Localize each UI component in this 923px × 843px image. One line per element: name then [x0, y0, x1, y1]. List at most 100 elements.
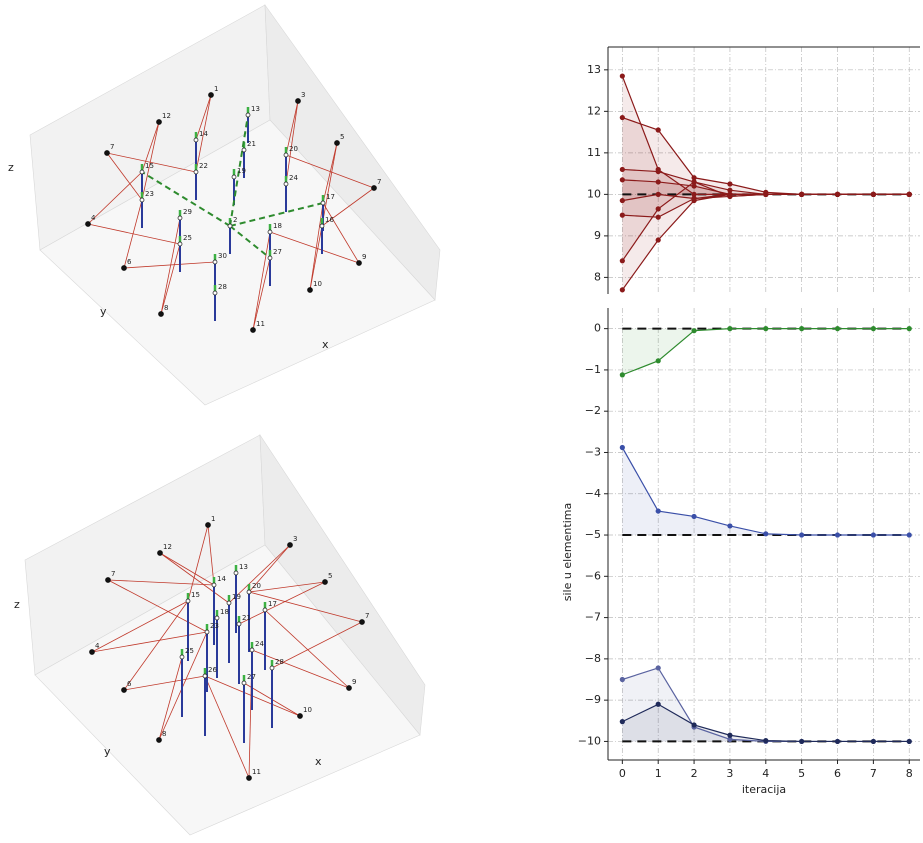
x-axis-label: iteracija	[742, 783, 786, 796]
x-tick-label: 3	[726, 767, 733, 780]
point	[691, 183, 697, 189]
point	[655, 358, 661, 364]
node-label: 4	[95, 642, 100, 650]
node-label: 23	[145, 190, 154, 198]
point	[619, 719, 625, 725]
x-tick-label: 7	[870, 767, 877, 780]
pane-top	[29, 4, 441, 406]
dashed-cable	[229, 114, 249, 227]
point	[763, 737, 769, 744]
point	[691, 513, 697, 520]
point	[870, 326, 876, 332]
cable	[160, 243, 181, 315]
node	[121, 687, 127, 693]
cable	[207, 524, 215, 586]
cable	[321, 187, 375, 227]
x-tick-label: 4	[762, 767, 769, 780]
dashed-cable	[141, 171, 231, 227]
node	[177, 241, 183, 247]
cable	[107, 579, 215, 586]
x-tick-label: 5	[798, 767, 805, 780]
node	[241, 147, 247, 153]
cable	[91, 600, 189, 653]
node-label: 6	[127, 680, 132, 688]
node	[105, 577, 111, 583]
area	[622, 76, 910, 195]
node-label: 5	[340, 133, 344, 141]
node	[334, 140, 340, 146]
cable	[195, 94, 212, 141]
y-tick-label: 13	[587, 63, 601, 76]
node	[246, 775, 252, 781]
x-tick-label: 2	[691, 767, 698, 780]
node	[297, 713, 303, 719]
y-tick-label: −10	[578, 734, 601, 747]
point	[619, 444, 625, 451]
node	[85, 221, 91, 227]
point	[763, 326, 769, 332]
node-label: 15	[191, 591, 200, 599]
node-label: 10	[303, 706, 312, 714]
cable	[251, 649, 350, 689]
node	[319, 223, 325, 229]
pane-bottom	[24, 433, 426, 836]
point	[906, 738, 912, 745]
point	[619, 177, 625, 183]
point	[906, 191, 912, 197]
node	[139, 169, 145, 175]
cable	[141, 121, 160, 173]
node-label: 1	[211, 515, 215, 523]
x-tick-label: 1	[655, 767, 662, 780]
node-label: 18	[220, 608, 229, 616]
point	[906, 326, 912, 332]
cable	[87, 171, 143, 225]
cable	[204, 675, 250, 779]
cable	[159, 552, 215, 586]
x-tick-label: 0	[619, 767, 626, 780]
node	[212, 259, 218, 265]
x-tick-label: 6	[834, 767, 841, 780]
area	[622, 704, 910, 742]
node	[185, 598, 191, 604]
cable	[322, 142, 338, 204]
node-label: 17	[326, 193, 335, 201]
node	[193, 169, 199, 175]
y-tick-label: −3	[585, 445, 601, 458]
point	[655, 168, 661, 175]
point	[834, 532, 841, 538]
cable	[141, 121, 160, 201]
cable	[160, 217, 181, 315]
node-label: 2	[233, 216, 237, 224]
point	[619, 166, 625, 173]
y-tick-label: 8	[594, 270, 601, 283]
cable	[187, 524, 209, 602]
node	[202, 673, 208, 679]
node-label: 14	[217, 575, 226, 583]
node-label: 21	[247, 140, 256, 148]
x-tick-label: 8	[906, 767, 913, 780]
node-label: 8	[162, 730, 166, 738]
node	[89, 649, 95, 655]
cable	[123, 261, 216, 269]
node-label: 17	[268, 600, 277, 608]
axis-label: x	[315, 755, 322, 768]
y-tick-label: 11	[587, 146, 601, 159]
node	[156, 737, 162, 743]
point	[763, 191, 769, 197]
cable	[195, 94, 212, 173]
point	[655, 508, 661, 514]
node-label: 29	[183, 208, 192, 216]
area	[622, 194, 910, 290]
point	[870, 191, 876, 197]
point	[727, 523, 733, 529]
node-label: 7	[111, 570, 115, 578]
node	[359, 619, 365, 625]
point	[870, 738, 876, 745]
node-label: 19	[232, 593, 241, 601]
point	[727, 326, 733, 332]
node	[139, 197, 145, 203]
axis-label: y	[100, 305, 107, 318]
